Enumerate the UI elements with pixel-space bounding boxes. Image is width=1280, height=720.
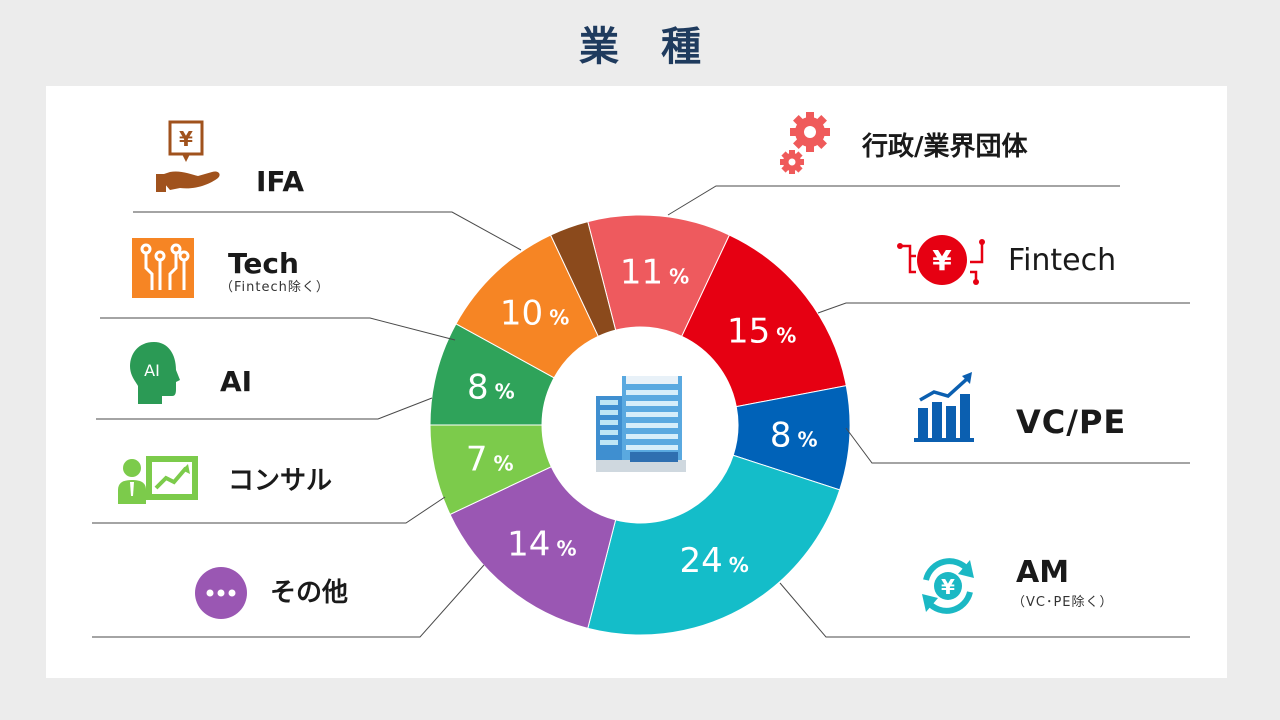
leader-line-ifa [133,211,522,251]
slice-percent-ifa: % [564,196,584,220]
label-tech: Tech [228,247,299,280]
slice-value-vcpe: 8 [770,416,792,456]
slice-value-tech: 10 [500,294,543,334]
svg-text:AI: AI [144,361,160,380]
ai-head-icon: AI [126,340,182,410]
label-ai: AI [220,365,253,398]
leader-line-other [92,564,485,638]
slice-other [449,466,617,630]
label-am: AM [1016,555,1070,590]
slice-value-fintech: 15 [727,312,770,352]
sublabel-tech: （Fintech除く） [220,280,330,295]
slice-value-ifa: 3 [536,184,558,224]
sublabel-am: （VC･PE除く） [1012,595,1114,610]
slice-value-ai: 8 [467,368,489,408]
label-fintech: Fintech [1008,243,1117,278]
yen-hand-icon: ¥ [156,120,226,198]
page-title: 業 種 [579,24,715,70]
more-dots-icon [194,566,248,624]
circuit-icon [132,238,194,302]
slice-label-other: 14% [507,525,576,565]
yen-cycle-icon: ¥ [912,550,984,626]
slice-percent-tech: % [549,306,569,330]
slice-label-fintech: 15% [727,312,796,352]
leader-line-am [779,582,1190,638]
gears-icon [778,110,834,182]
slice-percent-am: % [729,553,749,577]
slice-percent-fintech: % [776,324,796,348]
donut-chart: 11 %15 %8 %24 %14 %7 %8 %10 %3% [92,184,1190,638]
slice-label-ifa: 3% [536,184,584,224]
slice-label-tech: 10% [500,294,569,334]
slice-label-ai: 8% [467,368,515,408]
label-consul: コンサル [228,466,333,496]
svg-text:¥: ¥ [932,244,952,277]
yen-circuit-icon: ¥ [896,232,988,292]
leader-line-tech [100,317,456,341]
leader-line-gyosei [667,185,1120,216]
leader-line-consul [92,496,446,524]
slice-label-consul: 7% [466,440,514,480]
donut-slices: 11 %15 %8 %24 %14 %7 %8 %10 %3% [429,184,851,636]
slice-ifa [549,220,617,337]
slice-value-am: 24 [680,541,723,581]
label-vcpe: VC/PE [1016,403,1127,441]
slice-percent-ai: % [495,380,515,404]
leader-line-ai [96,397,433,420]
label-other: その他 [270,578,349,608]
chart-panel: 11% 15% 8% 24% 14% 7% 8% 10% 3% [46,86,1227,678]
slice-percent-vcpe: % [797,428,817,452]
slice-percent-gyosei: % [669,265,689,289]
label-ifa: IFA [256,165,305,198]
leader-lines [92,185,1190,638]
label-gyosei: 行政/業界団体 [862,132,1028,162]
leader-line-fintech [817,302,1190,314]
office-building-icon [596,376,686,472]
slice-fintech [681,234,847,408]
slice-percent-other: % [556,537,576,561]
svg-text:¥: ¥ [179,127,193,151]
slice-value-consul: 7 [466,440,488,480]
slice-label-gyosei: 11% [620,253,689,293]
slice-am [587,454,841,636]
slice-value-other: 14 [507,525,550,565]
leader-line-vcpe [845,427,1190,464]
slice-label-am: 24% [680,541,749,581]
bar-chart-growth-icon [912,370,976,448]
svg-text:¥: ¥ [941,575,955,599]
presentation-icon [116,452,202,512]
slice-label-vcpe: 8% [770,416,818,456]
slice-value-gyosei: 11 [620,253,663,293]
slice-percent-consul: % [494,452,514,476]
